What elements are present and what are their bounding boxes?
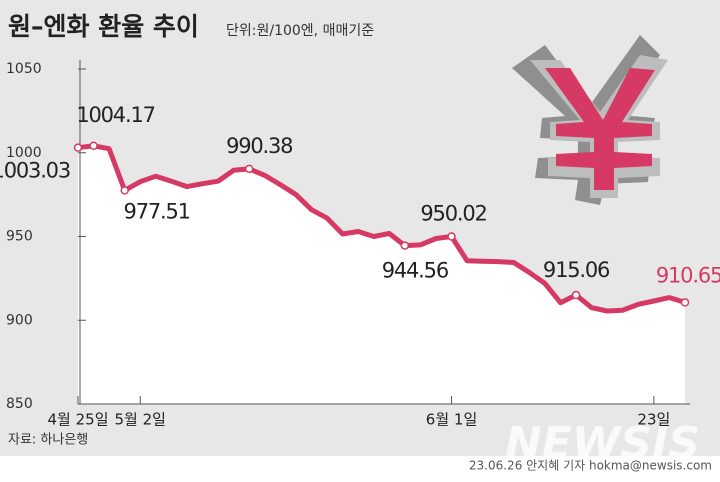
y-tick-label: 1050 [6, 61, 42, 77]
y-tick-label: 900 [6, 312, 33, 328]
data-label: 990.38 [226, 134, 292, 158]
point-marker [680, 298, 690, 307]
area-layer [78, 145, 685, 405]
source: 자료: 하나은행 [8, 432, 88, 448]
point-marker [447, 232, 456, 241]
y-tick-label: 850 [6, 396, 33, 412]
point-marker [244, 164, 254, 174]
point-marker [89, 141, 98, 151]
data-label: 1004.17 [76, 103, 154, 127]
data-label: 910.65 [656, 263, 720, 287]
y-tick-label: 950 [6, 229, 33, 245]
x-tick-label: 23일 [637, 411, 670, 429]
point-marker [571, 290, 581, 300]
line [77, 143, 686, 314]
data-label: 977.51 [124, 199, 190, 223]
data-label: 950.02 [420, 201, 486, 225]
y-tick-label: 1000 [6, 145, 42, 161]
data-label: 915.06 [543, 258, 610, 282]
data-label: 1003.03 [0, 159, 70, 183]
x-tick-label: 5월 2일 [115, 411, 166, 429]
watermark: NEWSIS [505, 418, 700, 469]
point-marker [73, 143, 83, 152]
chart-subtitle: 단위:원/100엔, 매매기준 [226, 23, 374, 39]
data-label: 944.56 [382, 259, 449, 283]
point-marker [120, 186, 129, 195]
point-marker [400, 241, 410, 250]
x-tick-label: 4월 25일 [48, 411, 109, 429]
area [78, 145, 685, 405]
credit: 23.06.26 안지혜 기자 hokma@newsis.com [469, 459, 712, 473]
yen-symbol [512, 35, 668, 205]
chart-title: 원–엔화 환율 추이 [8, 12, 199, 41]
x-tick-label: 6월 1일 [426, 411, 477, 429]
